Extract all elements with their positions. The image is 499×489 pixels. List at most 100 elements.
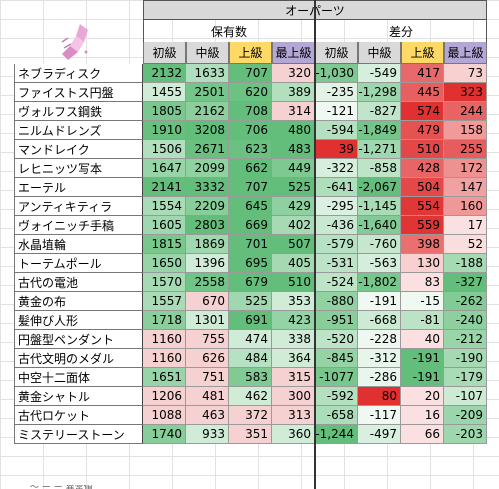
holdings-cell[interactable]: 1650 xyxy=(143,254,186,273)
diff-cell[interactable]: -190 xyxy=(444,349,487,368)
holdings-cell[interactable]: 1805 xyxy=(143,102,186,121)
item-name[interactable]: トーテムポール xyxy=(14,254,144,273)
holdings-cell[interactable]: 480 xyxy=(272,121,315,140)
diff-cell[interactable]: 172 xyxy=(444,159,487,178)
holdings-cell[interactable]: 1206 xyxy=(143,387,186,406)
item-name[interactable]: ミステリーストーン xyxy=(14,425,144,444)
item-name[interactable]: ファイストス円盤 xyxy=(14,83,144,102)
holdings-cell[interactable]: 353 xyxy=(272,292,315,311)
diff-cell[interactable]: 574 xyxy=(401,102,444,121)
holdings-cell[interactable]: 2803 xyxy=(186,216,229,235)
diff-cell[interactable]: 73 xyxy=(444,64,487,83)
diff-cell[interactable]: -188 xyxy=(444,254,487,273)
holdings-cell[interactable]: 645 xyxy=(229,197,272,216)
holdings-cell[interactable]: 484 xyxy=(229,349,272,368)
diff-cell[interactable]: -436 xyxy=(315,216,358,235)
diff-cell[interactable]: 244 xyxy=(444,102,487,121)
item-name[interactable]: 古代文明のメダル xyxy=(14,349,144,368)
item-name[interactable]: 黄金の布 xyxy=(14,292,144,311)
diff-cell[interactable]: 323 xyxy=(444,83,487,102)
holdings-cell[interactable]: 662 xyxy=(229,159,272,178)
item-name[interactable]: ニルムドレンズ xyxy=(14,121,144,140)
holdings-cell[interactable]: 3332 xyxy=(186,178,229,197)
diff-cell[interactable]: 559 xyxy=(401,216,444,235)
holdings-cell[interactable]: 510 xyxy=(272,273,315,292)
diff-cell[interactable]: 398 xyxy=(401,235,444,254)
holdings-cell[interactable]: 2162 xyxy=(186,102,229,121)
diff-cell[interactable]: 445 xyxy=(401,83,444,102)
diff-cell[interactable]: -1,030 xyxy=(315,64,358,83)
item-name[interactable]: 髪伸び人形 xyxy=(14,311,144,330)
holdings-cell[interactable]: 2501 xyxy=(186,83,229,102)
holdings-cell[interactable]: 933 xyxy=(186,425,229,444)
holdings-cell[interactable]: 755 xyxy=(186,330,229,349)
diff-cell[interactable]: 428 xyxy=(401,159,444,178)
diff-cell[interactable]: -327 xyxy=(444,273,487,292)
diff-cell[interactable]: 554 xyxy=(401,197,444,216)
diff-cell[interactable]: -262 xyxy=(444,292,487,311)
holdings-cell[interactable]: 1869 xyxy=(186,235,229,254)
holdings-cell[interactable]: 751 xyxy=(186,368,229,387)
holdings-cell[interactable]: 1910 xyxy=(143,121,186,140)
item-name[interactable]: 古代ロケット xyxy=(14,406,144,425)
diff-cell[interactable]: 20 xyxy=(401,387,444,406)
diff-cell[interactable]: -668 xyxy=(358,311,401,330)
diff-cell[interactable]: -235 xyxy=(315,83,358,102)
diff-cell[interactable]: -191 xyxy=(401,349,444,368)
holdings-cell[interactable]: 583 xyxy=(229,368,272,387)
holdings-cell[interactable]: 1570 xyxy=(143,273,186,292)
diff-cell[interactable]: -295 xyxy=(315,197,358,216)
holdings-cell[interactable]: 3208 xyxy=(186,121,229,140)
diff-cell[interactable]: -658 xyxy=(315,406,358,425)
holdings-cell[interactable]: 708 xyxy=(229,102,272,121)
holdings-cell[interactable]: 313 xyxy=(272,406,315,425)
diff-cell[interactable]: 147 xyxy=(444,178,487,197)
diff-cell[interactable]: 160 xyxy=(444,197,487,216)
diff-cell[interactable]: -322 xyxy=(315,159,358,178)
diff-cell[interactable]: -827 xyxy=(358,102,401,121)
item-name[interactable]: ネブラディスク xyxy=(14,64,144,83)
holdings-cell[interactable]: 1605 xyxy=(143,216,186,235)
item-name[interactable]: ヴォルフス鋼鉄 xyxy=(14,102,144,121)
diff-cell[interactable]: -286 xyxy=(358,368,401,387)
holdings-cell[interactable]: 372 xyxy=(229,406,272,425)
holdings-cell[interactable]: 463 xyxy=(186,406,229,425)
item-name[interactable]: 中空十二面体 xyxy=(14,368,144,387)
holdings-cell[interactable]: 314 xyxy=(272,102,315,121)
diff-cell[interactable]: 40 xyxy=(401,330,444,349)
diff-cell[interactable]: -845 xyxy=(315,349,358,368)
diff-cell[interactable]: -240 xyxy=(444,311,487,330)
holdings-cell[interactable]: 1160 xyxy=(143,330,186,349)
item-name[interactable]: マンドレイク xyxy=(14,140,144,159)
diff-cell[interactable]: 255 xyxy=(444,140,487,159)
holdings-cell[interactable]: 402 xyxy=(272,216,315,235)
holdings-cell[interactable]: 300 xyxy=(272,387,315,406)
holdings-cell[interactable]: 1718 xyxy=(143,311,186,330)
diff-cell[interactable]: -1,802 xyxy=(358,273,401,292)
holdings-cell[interactable]: 1740 xyxy=(143,425,186,444)
holdings-cell[interactable]: 1557 xyxy=(143,292,186,311)
diff-cell[interactable]: -497 xyxy=(358,425,401,444)
diff-cell[interactable]: -121 xyxy=(315,102,358,121)
holdings-cell[interactable]: 481 xyxy=(186,387,229,406)
diff-cell[interactable]: -1,298 xyxy=(358,83,401,102)
diff-cell[interactable]: -1,145 xyxy=(358,197,401,216)
diff-cell[interactable]: -951 xyxy=(315,311,358,330)
holdings-cell[interactable]: 405 xyxy=(272,254,315,273)
item-name[interactable]: 古代の電池 xyxy=(14,273,144,292)
holdings-cell[interactable]: 1815 xyxy=(143,235,186,254)
holdings-cell[interactable]: 338 xyxy=(272,330,315,349)
holdings-cell[interactable]: 669 xyxy=(229,216,272,235)
diff-cell[interactable]: -212 xyxy=(444,330,487,349)
holdings-cell[interactable]: 1554 xyxy=(143,197,186,216)
holdings-cell[interactable]: 2209 xyxy=(186,197,229,216)
diff-cell[interactable]: -549 xyxy=(358,64,401,83)
diff-cell[interactable]: 510 xyxy=(401,140,444,159)
diff-cell[interactable]: 16 xyxy=(401,406,444,425)
item-name[interactable]: ヴォイニッチ手稿 xyxy=(14,216,144,235)
holdings-cell[interactable]: 707 xyxy=(229,64,272,83)
diff-cell[interactable]: -880 xyxy=(315,292,358,311)
item-name[interactable]: 水晶埴輪 xyxy=(14,235,144,254)
diff-cell[interactable]: -81 xyxy=(401,311,444,330)
diff-cell[interactable]: 158 xyxy=(444,121,487,140)
